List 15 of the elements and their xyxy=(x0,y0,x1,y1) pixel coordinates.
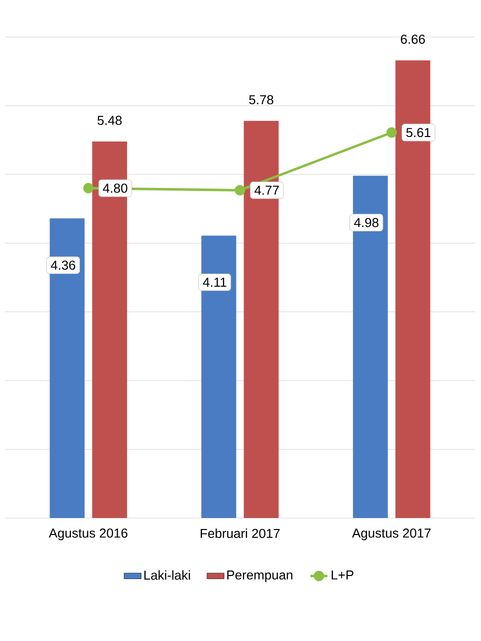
x-tick-label: Agustus 2016 xyxy=(48,528,128,540)
data-label: 4.80 xyxy=(102,184,128,193)
data-label: 4.36 xyxy=(50,260,76,270)
data-label: 4.11 xyxy=(202,278,226,287)
data-label: 4.98 xyxy=(354,218,378,228)
x-tick-label: Agustus 2017 xyxy=(352,528,431,540)
legend-label: L+P xyxy=(332,570,354,580)
x-tick-label: Februari 2017 xyxy=(200,528,280,538)
legend-label: Perempuan xyxy=(227,570,292,582)
data-label: 5.48 xyxy=(98,116,122,125)
data-label: 5.61 xyxy=(406,128,430,138)
data-label: 6.66 xyxy=(400,34,425,44)
data-label: 4.77 xyxy=(254,186,279,195)
legend-label: Laki-laki xyxy=(144,570,190,580)
data-label: 5.78 xyxy=(249,95,274,104)
